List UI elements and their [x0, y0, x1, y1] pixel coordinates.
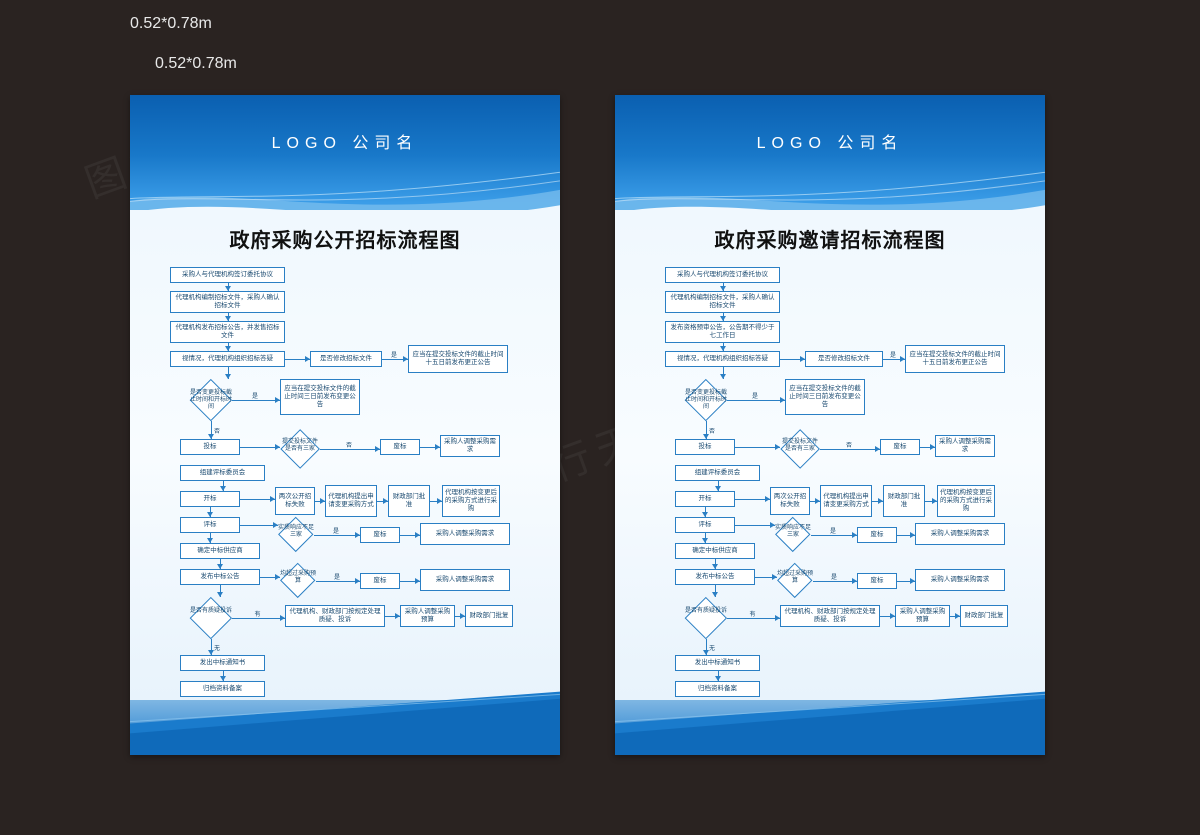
poster-body: 政府采购公开招标流程图 采购人与代理机构签订委托协议代理机构编制招标文件，采购人… [130, 210, 560, 700]
flow-node: 废标 [360, 573, 400, 589]
flow-node: 两次公开招标失败 [275, 487, 315, 515]
flow-node: 采购人调整采购预算 [400, 605, 455, 627]
flow-node: 应当在提交投标文件的截止时间三日前发布变更公告 [280, 379, 360, 415]
flow-node: 组建评标委员会 [180, 465, 265, 481]
edge-label: 有 [750, 609, 756, 618]
poster-body: 政府采购邀请招标流程图 采购人与代理机构签订委托协议代理机构编制招标文件，采购人… [615, 210, 1045, 700]
flow-decision [190, 379, 232, 421]
flow-node: 投标 [675, 439, 735, 455]
poster-header: LOGO 公司名 [615, 95, 1045, 215]
flow-node: 发出中标通知书 [180, 655, 265, 671]
flow-node: 采购人调整采购需求 [935, 435, 995, 457]
flow-node: 代理机构发布招标公告，并发售招标文件 [170, 321, 285, 343]
flow-decision [280, 429, 320, 469]
flow-node: 代理机构、财政部门按规定处理质疑、投诉 [780, 605, 880, 627]
edge-label: 是 [831, 572, 837, 581]
flow-node: 采购人与代理机构签订委托协议 [170, 267, 285, 283]
flow-node: 两次公开招标失败 [770, 487, 810, 515]
flow-node: 采购人调整采购需求 [420, 523, 510, 545]
edge-label: 否 [214, 426, 220, 435]
flow-node: 发布中标公告 [675, 569, 755, 585]
flow-node: 废标 [857, 527, 897, 543]
flow-node: 应当在提交投标文件的截止时间十五日前发布更正公告 [905, 345, 1005, 373]
flow-node: 视情况，代理机构组织招标答疑 [170, 351, 285, 367]
flow-decision [280, 563, 316, 599]
logo-text: LOGO 公司名 [615, 129, 1045, 153]
flow-node: 组建评标委员会 [675, 465, 760, 481]
edge-label: 是 [830, 526, 836, 535]
poster-title: 政府采购公开招标流程图 [150, 224, 540, 253]
flow-decision [775, 517, 811, 553]
logo-text: LOGO 公司名 [130, 129, 560, 153]
flow-decision [190, 597, 232, 639]
flow-decision [685, 379, 727, 421]
flow-node: 应当在提交投标文件的截止时间十五日前发布更正公告 [408, 345, 508, 373]
flow-decision [780, 429, 820, 469]
flow-node: 发布中标公告 [180, 569, 260, 585]
flow-node: 采购人调整采购需求 [915, 569, 1005, 591]
flow-node: 财政部门批复 [465, 605, 513, 627]
footer-wave [130, 685, 560, 755]
flow-node: 财政部门批准 [388, 485, 430, 517]
flow-decision [777, 563, 813, 599]
flow-node: 采购人调整采购预算 [895, 605, 950, 627]
flow-node: 采购人调整采购需求 [915, 523, 1005, 545]
posters-container: LOGO 公司名 政府采购公开招标流程图 采购人与代理机构签订委托协议代理机构编… [130, 95, 1045, 755]
flow-node: 代理机构编制招标文件，采购人确认招标文件 [170, 291, 285, 313]
flow-node: 废标 [857, 573, 897, 589]
flow-node: 代理机构、财政部门按规定处理质疑、投诉 [285, 605, 385, 627]
flow-node: 废标 [360, 527, 400, 543]
flow-node: 应当在提交投标文件的截止时间三日前发布变更公告 [785, 379, 865, 415]
dimension-label-top: 0.52*0.78m [130, 15, 212, 33]
flow-node: 评标 [675, 517, 735, 533]
poster-left: LOGO 公司名 政府采购公开招标流程图 采购人与代理机构签订委托协议代理机构编… [130, 95, 560, 755]
flow-node: 采购人与代理机构签订委托协议 [665, 267, 780, 283]
edge-label: 是 [333, 526, 339, 535]
edge-label: 无 [709, 643, 715, 652]
flow-node: 评标 [180, 517, 240, 533]
edge-label: 无 [214, 643, 220, 652]
flow-node: 财政部门批准 [883, 485, 925, 517]
flow-node: 代理机构编制招标文件，采购人确认招标文件 [665, 291, 780, 313]
flow-node: 采购人调整采购需求 [440, 435, 500, 457]
flow-node: 发布资格预审公告，公告期不得少于七工作日 [665, 321, 780, 343]
poster-header: LOGO 公司名 [130, 95, 560, 215]
flow-node: 发出中标通知书 [675, 655, 760, 671]
flow-node: 开标 [180, 491, 240, 507]
poster-title: 政府采购邀请招标流程图 [635, 224, 1025, 253]
flow-decision [278, 517, 314, 553]
edge-label: 是 [752, 391, 758, 400]
flow-node: 废标 [880, 439, 920, 455]
header-wave [130, 155, 560, 215]
edge-label: 否 [846, 440, 852, 449]
flow-node: 开标 [675, 491, 735, 507]
edge-label: 是 [334, 572, 340, 581]
flow-node: 代理机构按变更后的采购方式进行采购 [442, 485, 500, 517]
edge-label: 是 [890, 350, 896, 359]
flow-node: 代理机构提出申请变更采购方式 [325, 485, 377, 517]
edge-label: 是 [252, 391, 258, 400]
header-wave [615, 155, 1045, 215]
edge-label: 是 [391, 350, 397, 359]
flow-node: 是否修改招标文件 [310, 351, 382, 367]
flow-decision [685, 597, 727, 639]
flow-node: 是否修改招标文件 [805, 351, 883, 367]
flow-node: 投标 [180, 439, 240, 455]
flow-node: 采购人调整采购需求 [420, 569, 510, 591]
flow-node: 确定中标供应商 [180, 543, 260, 559]
flow-node: 代理机构按变更后的采购方式进行采购 [937, 485, 995, 517]
footer-wave [615, 685, 1045, 755]
poster-right: LOGO 公司名 政府采购邀请招标流程图 采购人与代理机构签订委托协议代理机构编… [615, 95, 1045, 755]
flowchart-left: 采购人与代理机构签订委托协议代理机构编制招标文件，采购人确认招标文件代理机构发布… [150, 267, 540, 707]
flow-node: 财政部门批复 [960, 605, 1008, 627]
flowchart-right: 采购人与代理机构签订委托协议代理机构编制招标文件，采购人确认招标文件发布资格预审… [635, 267, 1025, 707]
flow-node: 代理机构提出申请变更采购方式 [820, 485, 872, 517]
edge-label: 有 [255, 609, 261, 618]
flow-node: 视情况，代理机构组织招标答疑 [665, 351, 780, 367]
edge-label: 否 [346, 440, 352, 449]
edge-label: 否 [709, 426, 715, 435]
dimension-label-second: 0.52*0.78m [155, 55, 237, 73]
flow-node: 废标 [380, 439, 420, 455]
flow-node: 确定中标供应商 [675, 543, 755, 559]
